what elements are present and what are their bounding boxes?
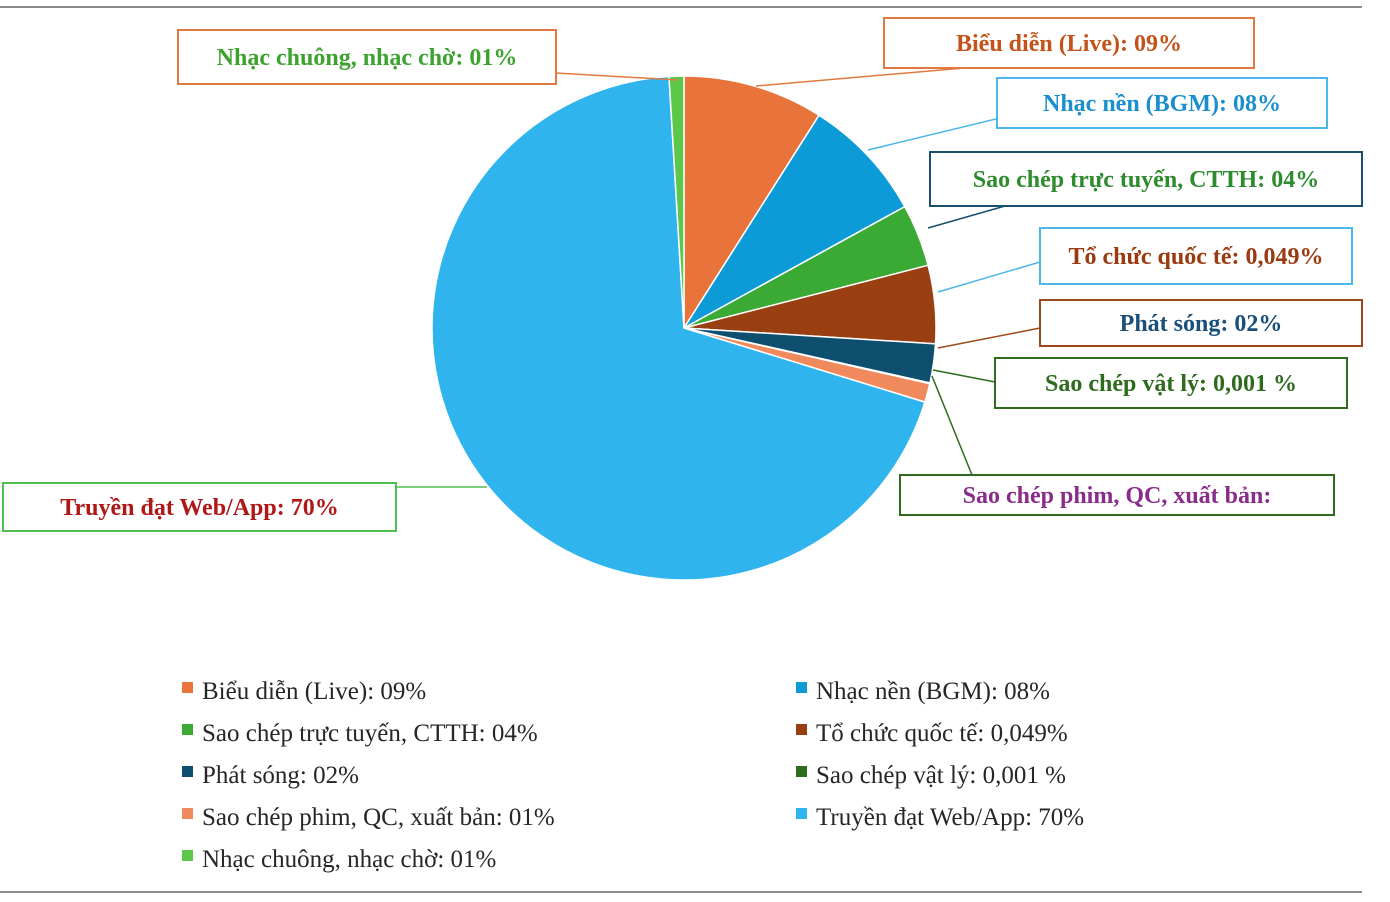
legend-label: Nhạc nền (BGM): 08% xyxy=(816,678,1050,705)
callout-box xyxy=(2,482,397,532)
slice-callout-label: Biểu diễn (Live): 09% xyxy=(956,31,1182,57)
callout-box xyxy=(899,474,1335,516)
callout-leader-line xyxy=(937,327,1041,349)
legend-swatch xyxy=(796,807,807,819)
pie-slice xyxy=(683,114,906,329)
legend-item: Tổ chức quốc tế: 0,049% xyxy=(796,720,1068,748)
slice-callout-label: Sao chép trực tuyến, CTTH: 04% xyxy=(973,167,1319,193)
legend-swatch xyxy=(182,807,193,819)
callout-box xyxy=(1039,227,1353,285)
callout-box xyxy=(177,29,557,85)
legend-item: Truyền đạt Web/App: 70% xyxy=(796,804,1084,832)
legend-label: Biểu diễn (Live): 09% xyxy=(202,678,427,705)
legend-label: Phát sóng: 02% xyxy=(202,762,359,789)
slice-callout-label: Phát sóng: 02% xyxy=(1120,311,1283,337)
callout-leader-line xyxy=(927,205,1006,229)
callout-box xyxy=(883,17,1255,69)
legend-item: Nhạc chuông, nhạc chờ: 01% xyxy=(182,846,496,874)
legend-swatch xyxy=(796,723,807,735)
slice-callout-label: Tổ chức quốc tế: 0,049% xyxy=(1068,244,1323,270)
callout-leader-line xyxy=(937,261,1041,293)
pie-slice xyxy=(668,75,685,329)
legend-swatch xyxy=(796,765,807,777)
slice-callout-label: Sao chép vật lý: 0,001 % xyxy=(1045,371,1297,397)
bottom-rule xyxy=(0,891,1362,893)
legend-item: Nhạc nền (BGM): 08% xyxy=(796,678,1050,706)
callout-box xyxy=(996,77,1328,129)
legend-label: Sao chép vật lý: 0,001 % xyxy=(816,762,1066,789)
callout-box xyxy=(994,357,1348,409)
slice-callout-label: Nhạc chuông, nhạc chờ: 01% xyxy=(217,45,518,71)
callout-box xyxy=(929,151,1363,207)
legend-label: Truyền đạt Web/App: 70% xyxy=(816,804,1085,831)
top-rule xyxy=(0,6,1362,8)
slice-callout-label: Nhạc nền (BGM): 08% xyxy=(1043,91,1281,117)
legend-item: Sao chép trực tuyến, CTTH: 04% xyxy=(182,720,538,748)
legend-swatch xyxy=(182,849,193,861)
callout-box xyxy=(1039,299,1363,347)
legend-swatch xyxy=(182,723,193,735)
legend-label: Tổ chức quốc tế: 0,049% xyxy=(816,720,1068,747)
pie-slice xyxy=(431,75,926,581)
legend-label: Nhạc chuông, nhạc chờ: 01% xyxy=(202,846,497,873)
legend-swatch xyxy=(182,765,193,777)
callout-leader-line xyxy=(555,72,679,81)
legend-label: Sao chép trực tuyến, CTTH: 04% xyxy=(202,720,538,747)
callout-leader-line xyxy=(931,375,973,476)
chart-legend: Biểu diễn (Live): 09% Nhạc nền (BGM): 08%… xyxy=(0,660,1390,890)
pie-chart: Biểu diễn (Live): 09% Nhạc nền (BGM): 08%… xyxy=(2,17,1363,581)
slice-callout-label: Sao chép phim, QC, xuất bản: xyxy=(963,483,1272,509)
legend-swatch xyxy=(182,681,193,693)
legend-label: Sao chép phim, QC, xuất bản: 01% xyxy=(202,804,555,831)
legend-item: Sao chép vật lý: 0,001 % xyxy=(796,762,1066,790)
callout-leader-line xyxy=(932,369,996,383)
legend-swatch xyxy=(796,681,807,693)
slice-callout-label: Truyền đạt Web/App: 70% xyxy=(60,495,339,521)
legend-item: Phát sóng: 02% xyxy=(182,762,359,790)
pie-slice xyxy=(683,75,821,331)
legend-item: Biểu diễn (Live): 09% xyxy=(182,678,426,706)
callout-leader-line xyxy=(867,117,1001,151)
legend-item: Sao chép phim, QC, xuất bản: 01% xyxy=(182,804,555,832)
